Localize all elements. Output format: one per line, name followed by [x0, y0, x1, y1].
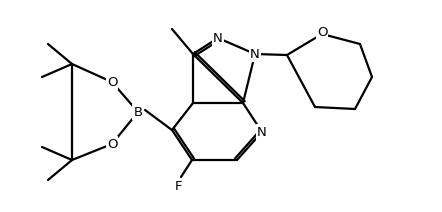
Text: N: N [250, 47, 260, 60]
Text: O: O [107, 75, 117, 88]
Text: O: O [317, 26, 327, 39]
Text: N: N [213, 32, 223, 45]
Text: O: O [107, 138, 117, 151]
Text: F: F [174, 180, 182, 194]
Text: B: B [133, 106, 143, 119]
Text: N: N [257, 126, 267, 138]
